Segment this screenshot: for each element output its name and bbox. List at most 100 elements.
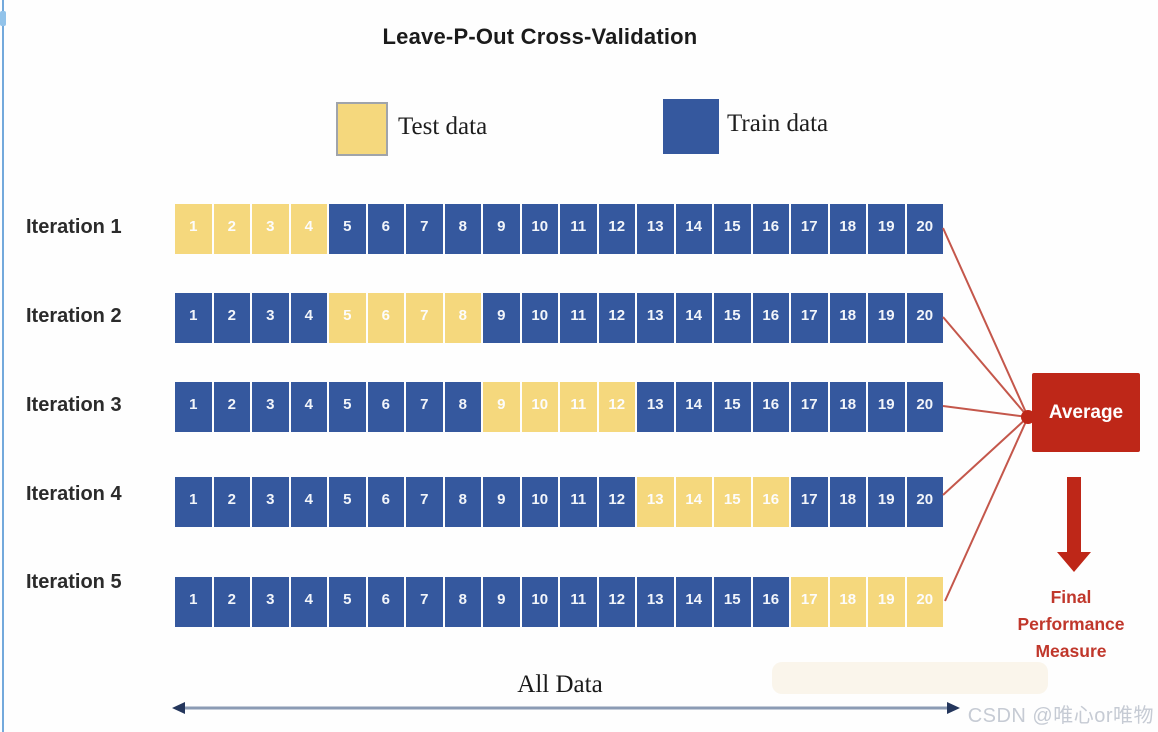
- data-cell-19-train: 19: [868, 293, 905, 343]
- data-cell-19-train: 19: [868, 382, 905, 432]
- data-cell-3-train: 3: [252, 577, 289, 627]
- data-cell-8-train: 8: [444, 204, 481, 254]
- data-cell-9-train: 9: [483, 577, 520, 627]
- data-cell-1-test: 1: [175, 204, 212, 254]
- data-cell-12-train: 12: [598, 293, 635, 343]
- data-cell-17-train: 17: [791, 477, 828, 527]
- page-title: Leave-P-Out Cross-Validation: [382, 24, 698, 49]
- watermark-text: CSDN @唯心or唯物: [967, 705, 1154, 727]
- data-cell-7-train: 7: [406, 382, 443, 432]
- all-data-left-arrowhead: [172, 702, 185, 714]
- data-cell-13-test: 13: [637, 477, 674, 527]
- data-cell-9-train: 9: [483, 477, 520, 527]
- data-cell-15-train: 15: [714, 293, 751, 343]
- data-cell-14-train: 14: [675, 382, 712, 432]
- data-cell-11-train: 11: [560, 293, 597, 343]
- data-cell-18-train: 18: [829, 204, 866, 254]
- data-cell-1-train: 1: [175, 293, 212, 343]
- faded-watermark-smudge: [772, 662, 1048, 694]
- data-cell-1-train: 1: [175, 577, 212, 627]
- all-data-right-arrowhead: [947, 702, 960, 714]
- test-data-swatch: [336, 102, 388, 156]
- data-cell-7-train: 7: [406, 477, 443, 527]
- data-cell-12-train: 12: [598, 204, 635, 254]
- train-data-swatch: [663, 99, 719, 154]
- data-cell-5-train: 5: [329, 577, 366, 627]
- data-cell-2-train: 2: [213, 382, 250, 432]
- data-cell-7-test: 7: [406, 293, 443, 343]
- data-cell-20-train: 20: [906, 477, 943, 527]
- average-label: Average: [1048, 401, 1124, 423]
- data-cell-9-train: 9: [483, 204, 520, 254]
- data-cell-7-train: 7: [406, 204, 443, 254]
- all-data-label: All Data: [517, 671, 603, 698]
- data-cell-2-test: 2: [213, 204, 250, 254]
- data-cell-10-train: 10: [521, 577, 558, 627]
- data-cell-3-test: 3: [252, 204, 289, 254]
- data-cell-8-test: 8: [444, 293, 481, 343]
- final-performance-measure-label: Final Performance Measure: [991, 584, 1151, 665]
- data-cell-6-train: 6: [367, 204, 404, 254]
- data-cell-11-train: 11: [560, 577, 597, 627]
- data-cell-14-train: 14: [675, 293, 712, 343]
- data-cell-16-test: 16: [752, 477, 789, 527]
- data-cell-2-train: 2: [213, 293, 250, 343]
- iteration-row-2: 1 2 3 4 5 6 7 8 9 10 11 12 13 14 15 16 17 18 19 20: [175, 293, 943, 343]
- data-cell-3-train: 3: [252, 382, 289, 432]
- data-cell-6-train: 6: [367, 382, 404, 432]
- iteration-label-4: Iteration 4: [26, 483, 122, 505]
- data-cell-19-train: 19: [868, 204, 905, 254]
- train-data-label: Train data: [727, 110, 829, 137]
- data-cell-17-train: 17: [791, 382, 828, 432]
- data-cell-20-train: 20: [906, 204, 943, 254]
- data-cell-14-test: 14: [675, 477, 712, 527]
- data-cell-5-train: 5: [329, 477, 366, 527]
- iteration-row-4: 1 2 3 4 5 6 7 8 9 10 11 12 13 14 15 16 17 18 19 20: [175, 477, 943, 527]
- data-cell-12-train: 12: [598, 477, 635, 527]
- data-cell-8-train: 8: [444, 382, 481, 432]
- data-cell-2-train: 2: [213, 577, 250, 627]
- data-cell-6-train: 6: [367, 477, 404, 527]
- data-cell-3-train: 3: [252, 477, 289, 527]
- data-cell-1-train: 1: [175, 477, 212, 527]
- down-arrow-icon: [1067, 477, 1081, 552]
- data-cell-16-train: 16: [752, 382, 789, 432]
- final-line-2: Performance: [1017, 614, 1125, 634]
- data-cell-15-train: 15: [714, 382, 751, 432]
- data-cell-17-test: 17: [791, 577, 828, 627]
- data-cell-1-train: 1: [175, 382, 212, 432]
- test-data-label: Test data: [398, 113, 488, 140]
- data-cell-9-test: 9: [483, 382, 520, 432]
- data-cell-4-train: 4: [290, 577, 327, 627]
- data-cell-20-test: 20: [906, 577, 943, 627]
- data-cell-2-train: 2: [213, 477, 250, 527]
- data-cell-7-train: 7: [406, 577, 443, 627]
- left-edge-notch: [0, 11, 6, 26]
- average-box: Average: [1032, 373, 1140, 452]
- data-cell-16-train: 16: [752, 204, 789, 254]
- data-cell-9-train: 9: [483, 293, 520, 343]
- data-cell-18-test: 18: [829, 577, 866, 627]
- data-cell-5-train: 5: [329, 204, 366, 254]
- data-cell-14-train: 14: [675, 577, 712, 627]
- data-cell-11-test: 11: [560, 382, 597, 432]
- data-cell-13-train: 13: [637, 577, 674, 627]
- data-cell-4-train: 4: [290, 382, 327, 432]
- data-cell-14-train: 14: [675, 204, 712, 254]
- iteration-row-1: 1 2 3 4 5 6 7 8 9 10 11 12 13 14 15 16 17 18 19 20: [175, 204, 943, 254]
- iteration-label-3: Iteration 3: [26, 394, 122, 416]
- data-cell-10-test: 10: [521, 382, 558, 432]
- iteration-label-1: Iteration 1: [26, 216, 122, 238]
- data-cell-6-train: 6: [367, 577, 404, 627]
- data-cell-18-train: 18: [829, 477, 866, 527]
- data-cell-18-train: 18: [829, 293, 866, 343]
- data-cell-11-train: 11: [560, 204, 597, 254]
- data-cell-12-train: 12: [598, 577, 635, 627]
- data-cell-15-test: 15: [714, 477, 751, 527]
- data-cell-13-train: 13: [637, 293, 674, 343]
- data-cell-17-train: 17: [791, 204, 828, 254]
- data-cell-20-train: 20: [906, 382, 943, 432]
- left-edge-line: [2, 0, 4, 732]
- data-cell-13-train: 13: [637, 382, 674, 432]
